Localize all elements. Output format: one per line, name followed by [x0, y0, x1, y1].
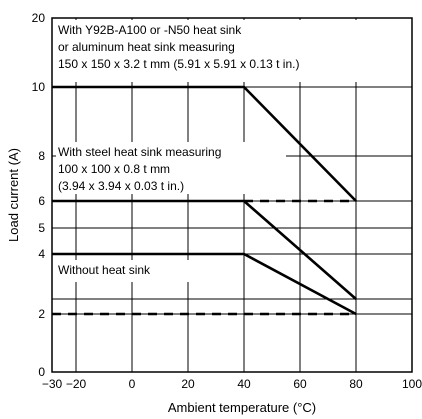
annotations: With Y92B-A100 or -N50 heat sink or alumi… [56, 20, 410, 282]
annotation-text: With Y92B-A100 or -N50 heat sink [58, 23, 242, 37]
annotation-text: or aluminum heat sink measuring [58, 40, 235, 54]
series-group [52, 85, 357, 316]
series-line-2 [52, 199, 357, 300]
annotation-text: 100 x 100 x 0.8 t mm [58, 162, 170, 176]
x-tick-label: −30 [42, 377, 63, 391]
annotation-box-1 [56, 20, 410, 82]
x-axis-label: Ambient temperature (°C) [168, 400, 316, 415]
y-tick-labels: 0 2 4 5 6 8 10 20 [32, 11, 46, 379]
x-tick-label: 80 [349, 377, 363, 391]
y-tick-label: 5 [38, 221, 45, 235]
annotation-box-3 [56, 260, 206, 282]
y-tick-label: 10 [32, 80, 46, 94]
y-tick-label: 20 [32, 11, 46, 25]
series-line-3 [52, 252, 357, 316]
annotation-box-2 [56, 142, 286, 194]
x-tick-label: 40 [237, 377, 251, 391]
plot-frame [51, 17, 413, 373]
x-tick-label: 60 [293, 377, 307, 391]
annotation-text: (3.94 x 3.94 x 0.03 t in.) [58, 179, 184, 193]
annotation-text: With steel heat sink measuring [58, 145, 221, 159]
x-tick-label: 0 [129, 377, 136, 391]
annotation-text: 150 x 150 x 3.2 t mm (5.91 x 5.91 x 0.13… [58, 57, 299, 71]
y-tick-label: 4 [38, 247, 45, 261]
x-tick-labels: −30 −20 0 20 40 60 80 100 [42, 377, 422, 391]
annotation-text: Without heat sink [58, 263, 151, 277]
y-tick-label: 6 [38, 194, 45, 208]
x-tick-label: 100 [402, 377, 422, 391]
y-tick-label: 0 [38, 365, 45, 379]
y-tick-label: 2 [38, 307, 45, 321]
x-tick-label: −20 [66, 377, 87, 391]
x-tick-label: 20 [181, 377, 195, 391]
y-tick-label: 8 [38, 149, 45, 163]
series-line-1 [52, 85, 357, 202]
y-axis-label: Load current (A) [6, 148, 21, 242]
